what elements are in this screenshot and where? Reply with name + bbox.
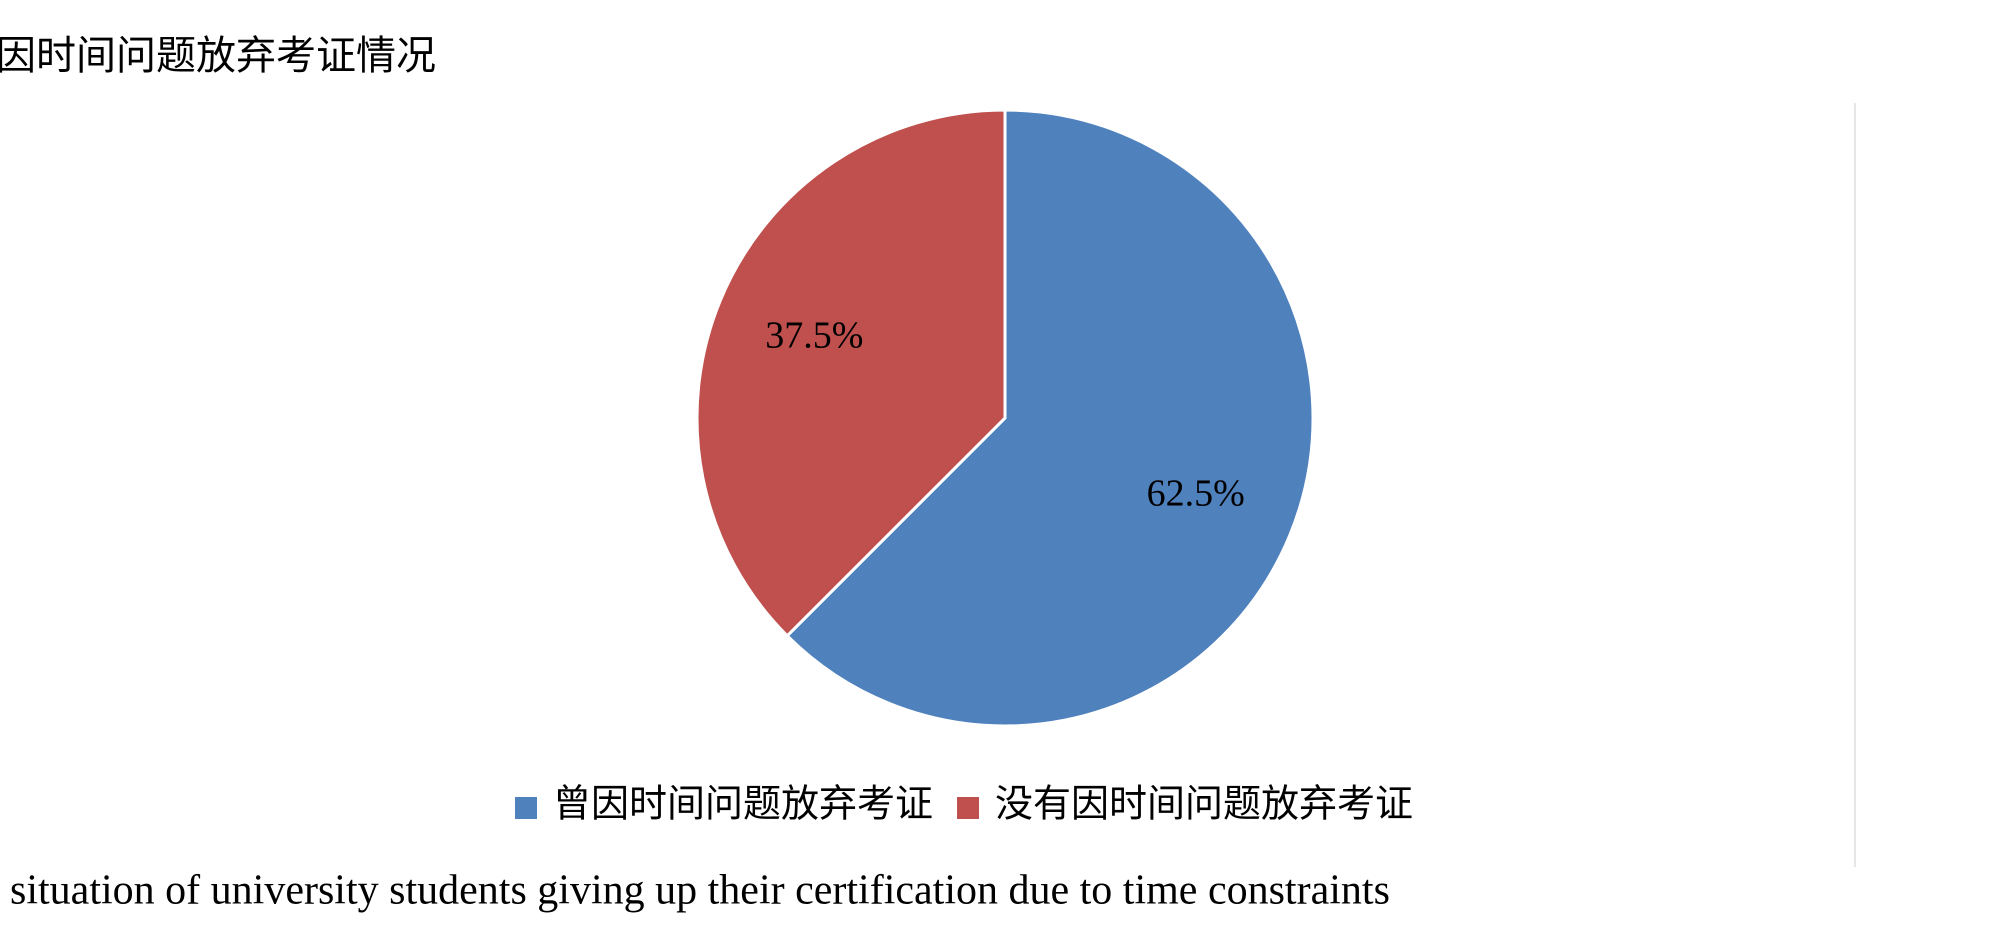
chart-title: 因时间问题放弃考证情况 bbox=[0, 33, 436, 79]
legend-swatch bbox=[957, 797, 980, 819]
pie-slice bbox=[695, 108, 1007, 638]
legend-swatch bbox=[515, 797, 537, 819]
legend-label: 曾因时间问题放弃考证 bbox=[553, 784, 933, 826]
pie-slice bbox=[785, 108, 1315, 728]
data-label: 37.5% bbox=[765, 315, 863, 357]
data-label: 62.5% bbox=[1147, 473, 1245, 515]
legend-label: 没有因时间问题放弃考证 bbox=[995, 784, 1413, 826]
caption: situation of university students giving … bbox=[10, 868, 1390, 914]
